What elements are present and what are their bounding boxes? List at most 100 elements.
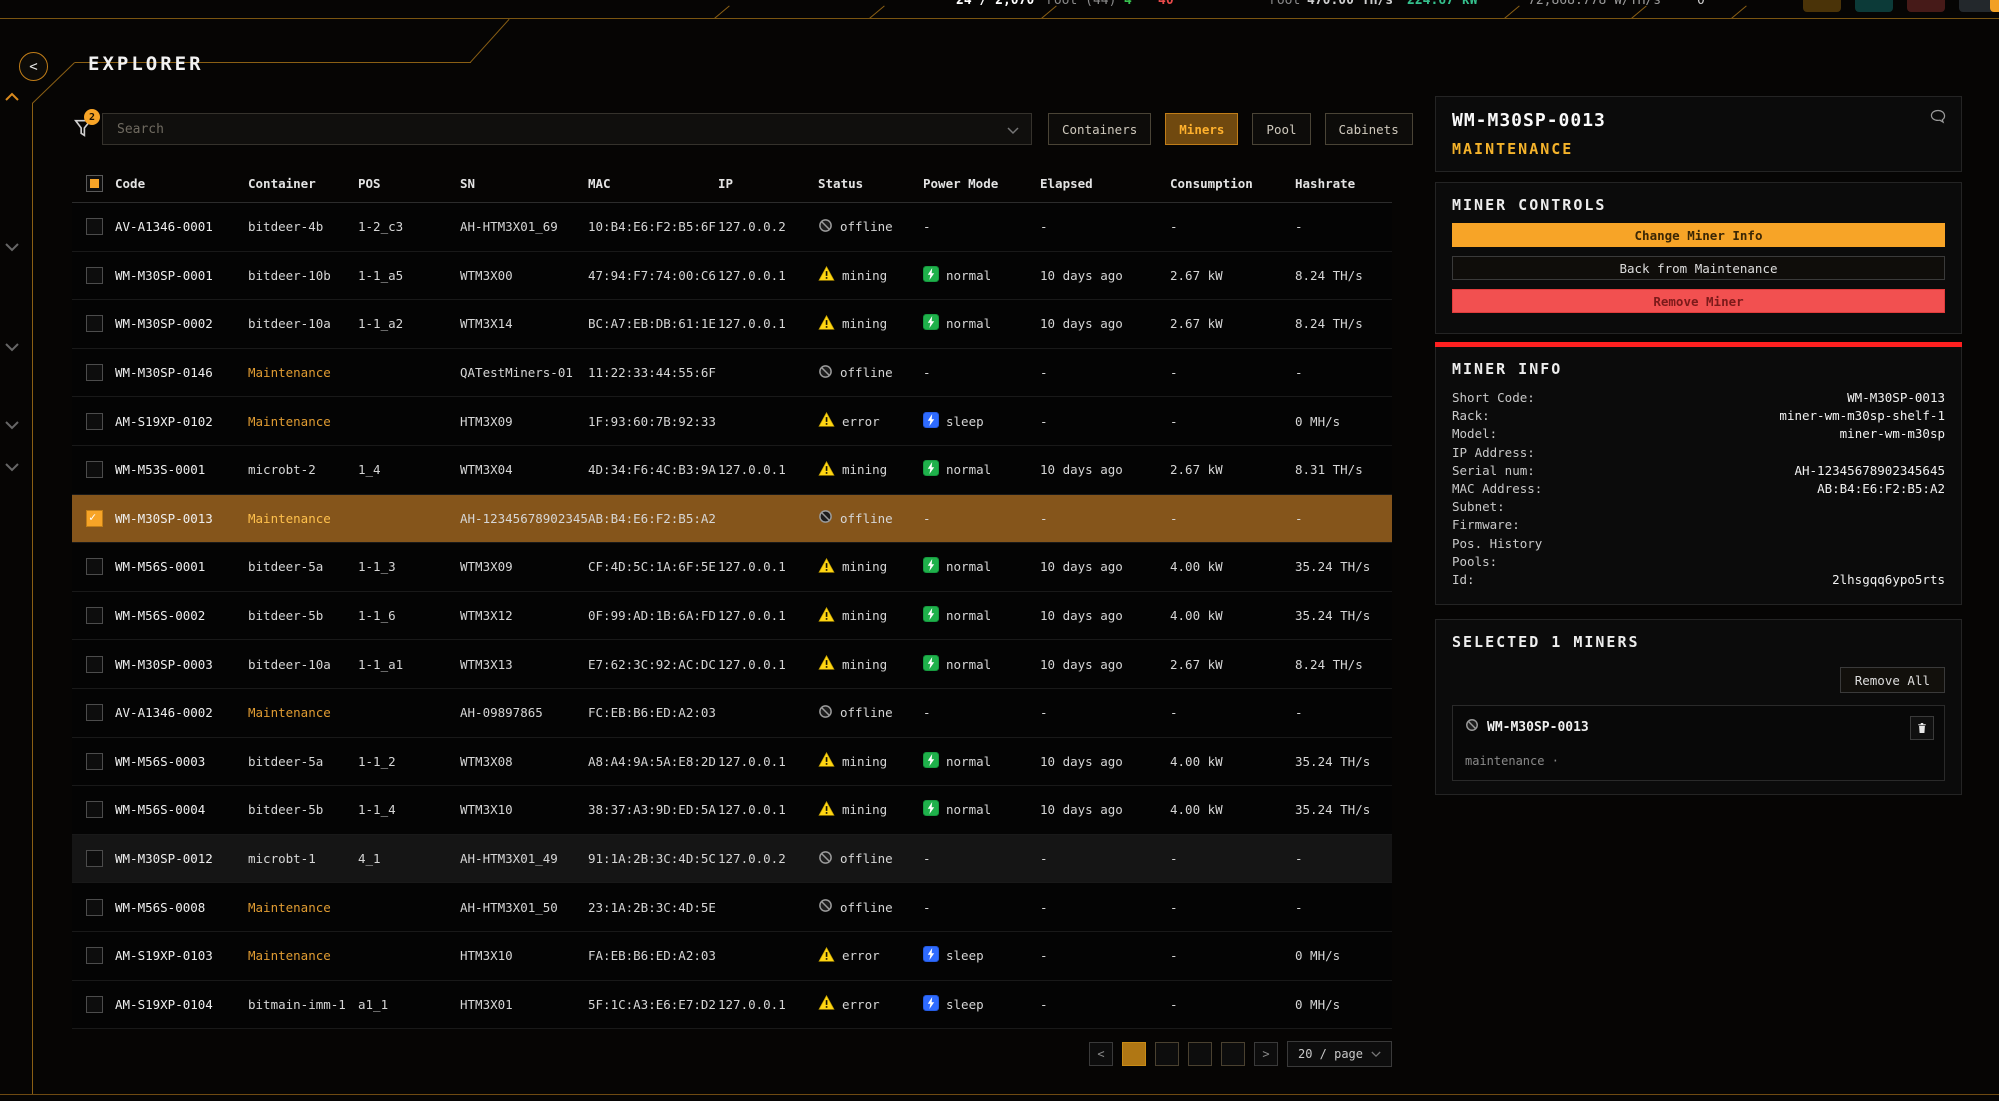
status-chip[interactable] <box>1803 0 1841 12</box>
table-row[interactable]: AM-S19XP-0103 Maintenance HTM3X10 FA:EB:… <box>72 931 1392 981</box>
remove-miner-button[interactable]: Remove Miner <box>1452 289 1945 313</box>
row-checkbox[interactable] <box>86 364 103 382</box>
filter-pool-button[interactable]: Pool <box>1252 113 1311 145</box>
status-label: offline <box>840 705 893 721</box>
remove-all-button[interactable]: Remove All <box>1839 667 1945 693</box>
expand-down-icon[interactable] <box>4 342 20 352</box>
offline-icon <box>818 509 833 527</box>
row-checkbox[interactable] <box>86 752 103 770</box>
filter-icon[interactable]: 2 <box>72 109 100 142</box>
cell-sn: WTM3X14 <box>460 316 513 332</box>
status-label: offline <box>840 899 893 915</box>
collapse-up-icon[interactable] <box>4 92 20 102</box>
row-checkbox[interactable] <box>86 704 103 722</box>
prev-page-button[interactable]: < <box>1088 1042 1113 1067</box>
power-normal-icon <box>923 460 940 479</box>
table-row[interactable]: WM-M56S-0003 bitdeer-5a 1-1_2 WTM3X08 A8… <box>72 737 1392 787</box>
status-chip[interactable] <box>1907 0 1945 12</box>
cell-power-mode: normal <box>923 557 1040 576</box>
table-row[interactable]: WM-M30SP-0001 bitdeer-10b 1-1_a5 WTM3X00… <box>72 251 1392 301</box>
table-row[interactable]: WM-M30SP-0002 bitdeer-10a 1-1_a2 WTM3X14… <box>72 300 1392 349</box>
status-chip[interactable] <box>1990 0 1999 12</box>
cell-consumption: 4.00 kW <box>1170 559 1223 575</box>
cell-mac: CF:4D:5C:1A:6F:5E <box>588 559 716 575</box>
cell-hashrate: 8.31 TH/s <box>1295 462 1363 478</box>
row-checkbox[interactable] <box>86 558 103 576</box>
status-label: mining <box>842 267 888 283</box>
status-chip[interactable] <box>1959 0 1997 12</box>
col-header-mac[interactable]: MAC <box>588 175 611 191</box>
table-row[interactable]: WM-M30SP-0146 Maintenance QATestMiners-0… <box>72 348 1392 398</box>
page-size-select[interactable]: 20 / page <box>1286 1041 1392 1068</box>
row-checkbox[interactable] <box>86 461 103 479</box>
chevron-down-icon[interactable] <box>1007 120 1019 139</box>
expand-down-icon[interactable] <box>4 462 20 472</box>
page-number-button[interactable] <box>1187 1042 1212 1067</box>
table-row[interactable]: WM-M30SP-0003 bitdeer-10a 1-1_a1 WTM3X13… <box>72 640 1392 689</box>
frame-line <box>75 62 471 63</box>
col-header-code[interactable]: Code <box>115 175 146 191</box>
col-header-consumption[interactable]: Consumption <box>1170 175 1253 191</box>
table-row[interactable]: AV-A1346-0002 Maintenance AH-09897865 FC… <box>72 688 1392 738</box>
row-checkbox[interactable] <box>86 655 103 673</box>
table-row[interactable]: WM-M30SP-0012 microbt-1 4_1 AH-HTM3X01_4… <box>72 834 1392 884</box>
filter-miners-button[interactable]: Miners <box>1165 113 1239 145</box>
table-row[interactable]: AM-S19XP-0102 Maintenance HTM3X09 1F:93:… <box>72 397 1392 446</box>
row-checkbox[interactable] <box>86 801 103 819</box>
cell-sn: AH-09897865 <box>460 705 543 721</box>
table-row[interactable]: AV-A1346-0001 bitdeer-4b 1-2_c3 AH-HTM3X… <box>72 203 1392 252</box>
filter-cabinets-button[interactable]: Cabinets <box>1324 113 1413 145</box>
cell-status: mining <box>818 266 923 284</box>
table-row[interactable]: WM-M53S-0001 microbt-2 1_4 WTM3X04 4D:34… <box>72 445 1392 495</box>
back-from-maintenance-button[interactable]: Back from Maintenance <box>1452 256 1945 280</box>
row-checkbox[interactable] <box>86 947 103 965</box>
expand-down-icon[interactable] <box>4 420 20 430</box>
table-row[interactable]: WM-M56S-0002 bitdeer-5b 1-1_6 WTM3X12 0F… <box>72 591 1392 641</box>
status-chip[interactable] <box>1855 0 1893 12</box>
table-row[interactable]: WM-M56S-0008 Maintenance AH-HTM3X01_50 2… <box>72 883 1392 932</box>
row-checkbox[interactable] <box>86 607 103 625</box>
expand-down-icon[interactable] <box>4 242 20 252</box>
col-header-container[interactable]: Container <box>248 175 316 191</box>
col-header-hashrate[interactable]: Hashrate <box>1295 175 1356 191</box>
cell-code: WM-M56S-0002 <box>115 608 206 624</box>
row-checkbox[interactable] <box>86 266 103 284</box>
offline-icon <box>818 218 833 236</box>
cell-status: error <box>818 412 923 430</box>
select-all-checkbox[interactable] <box>86 174 103 192</box>
cell-mac: 23:1A:2B:3C:4D:5E <box>588 899 716 915</box>
row-checkbox[interactable] <box>86 412 103 430</box>
toolbar: 2 Containers Miners Pool Cabinets <box>72 109 1413 146</box>
row-checkbox[interactable] <box>86 218 103 236</box>
row-checkbox[interactable] <box>86 995 103 1013</box>
col-header-sn[interactable]: SN <box>460 175 476 191</box>
search-input[interactable] <box>115 120 1007 138</box>
selected-miner-item[interactable]: WM-M30SP-0013 maintenance · <box>1452 705 1945 781</box>
row-checkbox[interactable] <box>86 850 103 868</box>
next-page-button[interactable]: > <box>1253 1042 1278 1067</box>
col-header-power-mode[interactable]: Power Mode <box>923 175 999 191</box>
table-row[interactable]: AM-S19XP-0104 bitmain-imm-1 a1_1 HTM3X01… <box>72 980 1392 1030</box>
info-field-label: Firmware: <box>1452 517 1520 533</box>
container-cell: bitdeer-5b <box>248 608 324 624</box>
row-checkbox[interactable] <box>86 898 103 916</box>
col-header-pos[interactable]: POS <box>358 175 381 191</box>
change-miner-info-button[interactable]: Change Miner Info <box>1452 223 1945 247</box>
trash-icon[interactable] <box>1910 716 1934 740</box>
table-row[interactable]: WM-M30SP-0013 Maintenance AH-12345678902… <box>72 494 1392 544</box>
comment-icon[interactable] <box>1929 109 1947 129</box>
cell-consumption: 4.00 kW <box>1170 608 1223 624</box>
row-checkbox[interactable] <box>86 315 103 333</box>
back-button[interactable]: < <box>19 52 48 81</box>
filter-containers-button[interactable]: Containers <box>1048 113 1152 145</box>
page-number-button[interactable] <box>1154 1042 1179 1067</box>
search-box[interactable] <box>102 113 1032 145</box>
table-row[interactable]: WM-M56S-0001 bitdeer-5a 1-1_3 WTM3X09 CF… <box>72 543 1392 592</box>
table-row[interactable]: WM-M56S-0004 bitdeer-5b 1-1_4 WTM3X10 38… <box>72 786 1392 835</box>
page-number-button[interactable] <box>1220 1042 1245 1067</box>
page-number-button[interactable] <box>1121 1042 1146 1067</box>
col-header-ip[interactable]: IP <box>718 175 734 191</box>
col-header-status[interactable]: Status <box>818 175 864 191</box>
row-checkbox[interactable] <box>86 509 103 527</box>
col-header-elapsed[interactable]: Elapsed <box>1040 175 1093 191</box>
